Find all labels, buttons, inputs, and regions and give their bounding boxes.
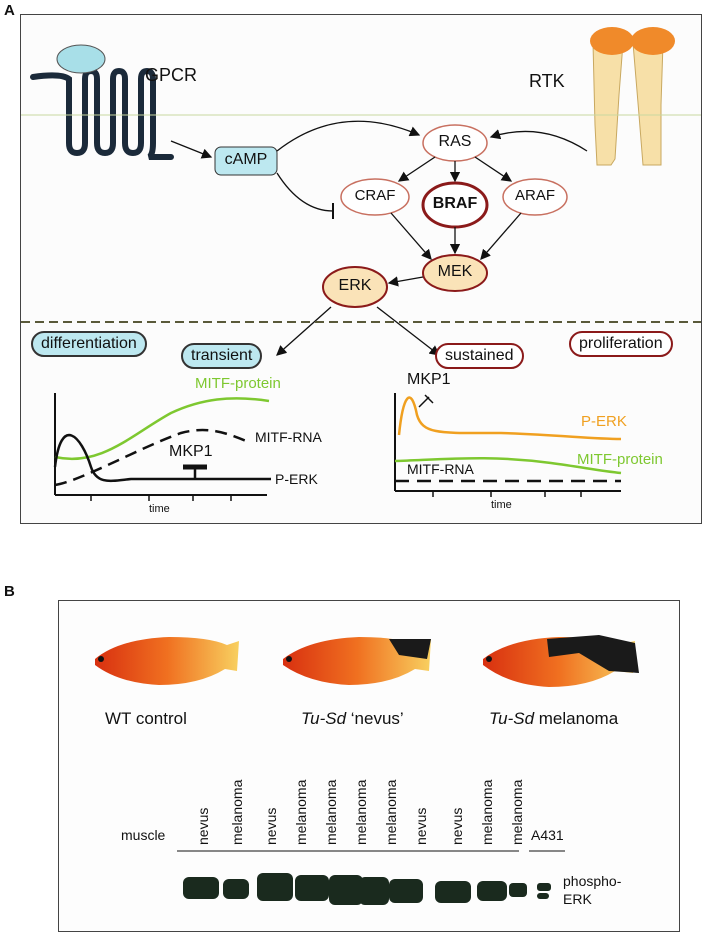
node-araf	[502, 178, 568, 216]
lane-label-9: nevus	[449, 807, 465, 845]
lane-label-7: melanoma	[383, 779, 399, 845]
transient-pill: transient	[181, 343, 263, 369]
gpcr-receptor	[30, 44, 174, 160]
differentiation-pill: differentiation	[31, 331, 147, 357]
panel-a: GPCR RTK cAMP RAS CRAF BRAF ARAF MEK ERK…	[20, 14, 702, 524]
panel-b-letter: B	[4, 583, 15, 600]
gpcr-membrane-path	[30, 67, 174, 160]
gpcr-label: GPCR	[145, 65, 198, 85]
panel-b: WT control Tu-Sd ‘nevus’ Tu-Sd melanoma …	[58, 600, 680, 932]
rtk-receptor	[590, 27, 675, 166]
left-time-label: time	[149, 503, 170, 515]
blot-label-phospho: phospho-	[563, 873, 622, 889]
lane-label-5: melanoma	[323, 779, 339, 845]
pathway-arrows	[170, 120, 588, 356]
proliferation-pill: proliferation	[569, 331, 673, 357]
erk-label: ERK	[338, 277, 372, 294]
fish-label-melanoma: Tu-Sd melanoma	[489, 709, 619, 728]
rtk-label: RTK	[529, 71, 565, 91]
right-mitf-protein-label: MITF-protein	[577, 451, 663, 468]
fish-label-nevus: Tu-Sd ‘nevus’	[301, 709, 404, 728]
camp-label: cAMP	[224, 151, 268, 168]
ras-label: RAS	[438, 133, 472, 150]
lane-label-a431: A431	[531, 827, 564, 843]
blot-label-erk: ERK	[563, 891, 592, 907]
fish-wt	[95, 637, 239, 685]
lane-label-6: melanoma	[353, 779, 369, 845]
node-mek	[422, 254, 488, 292]
right-perk-curve	[397, 396, 622, 441]
left-mitf-rna-label: MITF-RNA	[255, 429, 322, 445]
signaling-diagram	[21, 27, 701, 501]
left-perk-curve	[53, 433, 271, 483]
left-mitf-rna-curve	[54, 428, 252, 487]
sustained-pill: sustained	[435, 343, 524, 369]
node-erk	[322, 266, 388, 308]
lane-label-3: nevus	[263, 807, 279, 845]
fish-and-blot	[95, 635, 639, 905]
left-mkp1-label: MKP1	[169, 443, 213, 460]
right-time-label: time	[491, 499, 512, 511]
left-perk-label: P-ERK	[275, 471, 318, 487]
left-mitf-protein-curve	[54, 397, 270, 460]
lane-label-10: melanoma	[479, 779, 495, 845]
right-mkp1-label: MKP1	[407, 371, 451, 388]
right-mitf-protein-curve	[394, 456, 622, 475]
left-plot	[53, 393, 271, 501]
lane-label-muscle: muscle	[121, 827, 166, 843]
western-blot-bands	[183, 873, 551, 905]
lane-label-4: melanoma	[293, 779, 309, 845]
left-mitf-protein-label: MITF-protein	[195, 375, 281, 392]
lane-label-2: melanoma	[229, 779, 245, 845]
node-craf	[340, 178, 410, 216]
fish-label-wt: WT control	[105, 709, 187, 728]
lane-label-8: nevus	[413, 807, 429, 845]
fish-melanoma	[483, 635, 639, 687]
panel-a-letter: A	[4, 2, 15, 19]
araf-label: ARAF	[514, 187, 555, 204]
gpcr-g-protein	[56, 44, 106, 74]
braf-label: BRAF	[432, 195, 478, 212]
right-plot	[394, 393, 622, 497]
node-camp	[214, 146, 278, 176]
lane-label-11: melanoma	[509, 779, 525, 845]
mek-label: MEK	[437, 263, 473, 280]
right-perk-label: P-ERK	[581, 413, 627, 430]
craf-label: CRAF	[354, 187, 396, 204]
fish-nevus	[283, 637, 431, 685]
lane-label-1: nevus	[195, 807, 211, 845]
right-mitf-rna-label: MITF-RNA	[407, 461, 474, 477]
